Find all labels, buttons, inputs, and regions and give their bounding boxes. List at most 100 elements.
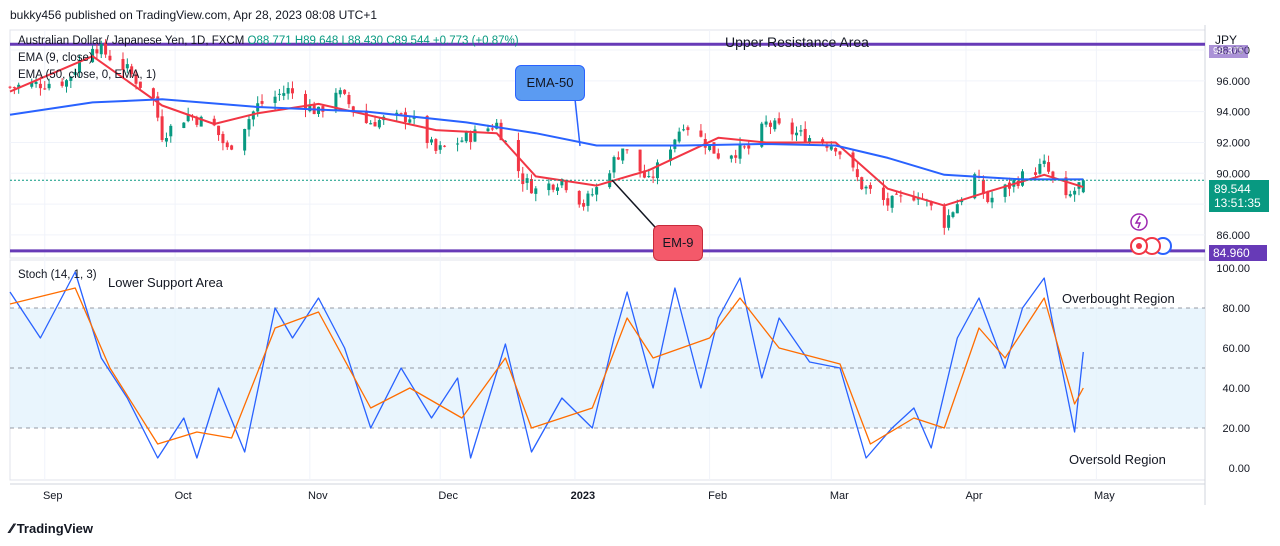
candle-body [247,119,251,130]
candle-body [1068,194,1072,197]
last-price-value: 89.544 [1214,182,1251,196]
ohlc-values: O88.771 H89.648 L88.430 C89.544 +0.773 (… [247,35,519,47]
candle-body [464,132,468,142]
symbol-legend[interactable]: Australian Dollar / Japanese Yen, 1D, FX… [18,35,519,47]
candle-body [38,83,42,89]
candle-body [795,132,799,136]
candle-body [682,129,686,131]
candle-body [899,195,903,197]
brand-name: TradingView [16,520,94,536]
time-tick-label: Apr [965,490,982,502]
candle-body [860,177,864,190]
candle-body [251,111,255,120]
candle-body [655,162,659,179]
candle-body [369,123,373,125]
oversold-label: Oversold Region [1069,452,1166,467]
symbol-name: Australian Dollar / Japanese Yen, 1D, FX… [18,35,245,47]
stoch-tick-label: 100.00 [1216,263,1250,275]
candle-body [764,121,768,125]
stoch-k-line [9,271,1084,459]
candle-body [855,169,859,178]
stoch-tick-label: 20.00 [1222,423,1250,435]
tradingview-logo-icon: ⁄⁄ [10,520,14,536]
candle-body [456,143,460,145]
candle-body [534,188,538,194]
candle-body [108,55,112,61]
candle-body [95,49,99,54]
candle-body [803,128,807,143]
stoch-tick-label: 0.00 [1229,463,1250,475]
candle-body [881,187,885,200]
candle-body [195,117,199,125]
candle-body [790,122,794,135]
candle-body [1038,163,1042,174]
candle-body [699,130,703,137]
candle-body [864,186,868,189]
candle-body [1051,171,1055,177]
time-tick-label: Mar [830,490,849,502]
candle-body [343,89,347,94]
candle-body [34,81,38,85]
candle-body [399,113,403,115]
ema50-legend[interactable]: EMA (50, close, 0, EMA, 1) [18,69,157,81]
flash-event-icon [1130,213,1148,231]
candle-body [742,146,746,148]
candle-body [916,198,920,200]
candle-body [217,125,221,136]
candle-body [156,96,160,118]
ema50-callout[interactable]: EMA-50 [515,65,585,101]
currency-label: JPY [1215,33,1238,47]
candle-body [273,96,277,103]
candle-body [747,145,751,149]
candle-body [894,193,898,195]
candle-body [199,116,203,127]
price-tick-label: 92.000 [1216,137,1250,149]
stoch-legend[interactable]: Stoch (14, 1, 3) [18,269,97,281]
ema50-line [9,98,1084,181]
ema9-callout[interactable]: EM-9 [653,225,703,261]
candle-body [768,122,772,127]
ema9-legend[interactable]: EMA (9, close) [18,52,93,64]
candle-body [716,153,720,159]
candle-body [564,180,568,191]
time-tick-label: May [1094,490,1115,502]
candle-body [955,204,959,214]
candle-body [529,179,533,194]
economic-event-dot-icon [1136,243,1142,249]
candle-body [303,93,307,110]
candle-body [951,212,955,217]
candle-body [334,92,338,110]
candle-body [647,176,651,178]
footer-brand[interactable]: ⁄⁄ TradingView [10,520,93,536]
candle-body [586,193,590,206]
candle-body [338,90,342,95]
candle-body [69,76,73,81]
candle-body [729,155,733,159]
candle-body [438,145,442,150]
candle-body [186,114,190,122]
candle-body [125,64,129,69]
stoch-tick-label: 40.00 [1222,383,1250,395]
stoch-tick-label: 60.00 [1222,343,1250,355]
candle-body [642,170,646,178]
candle-body [929,202,933,206]
candle-body [169,125,173,137]
resistance-level-label: 98.375 [1209,45,1248,58]
candle-body [490,128,494,130]
price-pane-frame [9,29,1206,259]
candle-body [886,198,890,206]
candle-body [230,145,234,150]
candle-body [104,42,108,55]
candle-body [434,139,438,151]
price-tick-label: 90.000 [1216,168,1250,180]
price-tick-label: 96.000 [1216,76,1250,88]
time-tick-label: Sep [43,490,63,502]
candle-body [17,84,21,88]
candle-body [151,88,155,99]
candle-body [829,146,833,150]
candle-body [282,93,286,96]
time-tick-label: Nov [308,490,328,502]
price-pane [8,39,1205,255]
time-tick-label: Feb [708,490,727,502]
candle-body [260,101,264,104]
